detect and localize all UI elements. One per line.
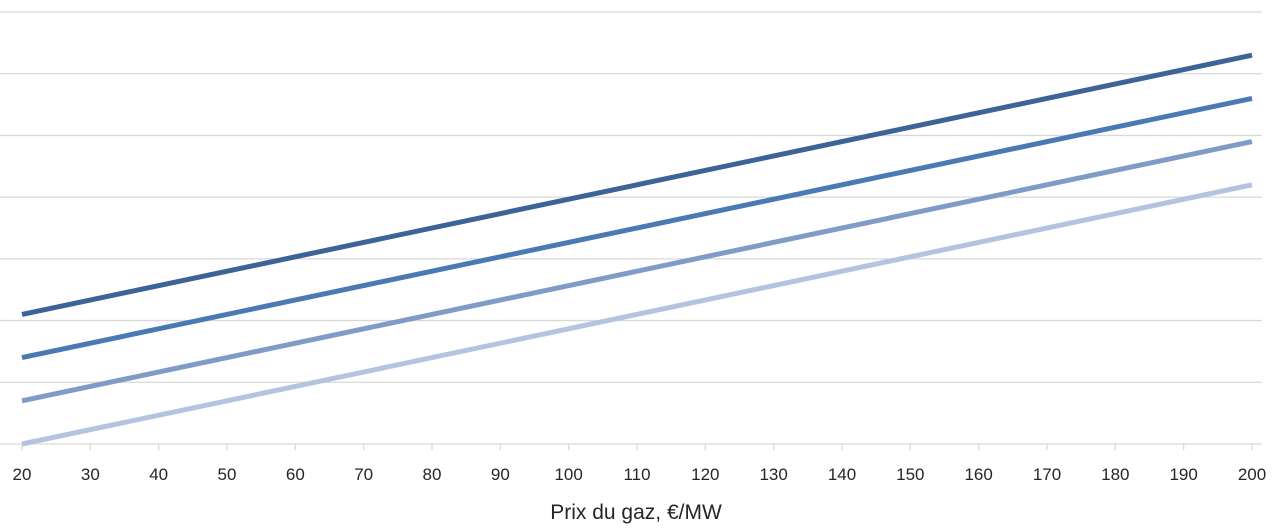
x-tick-label: 30 [81, 465, 100, 484]
x-tick-label: 180 [1101, 465, 1129, 484]
x-tick-label: 50 [218, 465, 237, 484]
x-axis-title: Prix du gaz, €/MW [550, 501, 722, 524]
x-tick-label: 170 [1033, 465, 1061, 484]
x-tick-label: 80 [423, 465, 442, 484]
x-tick-label: 200 [1238, 465, 1266, 484]
x-tick-label: 90 [491, 465, 510, 484]
series-line-1 [21, 52, 1253, 317]
series-line-2 [21, 95, 1253, 361]
x-tick-label: 160 [964, 465, 992, 484]
x-tick-label: 60 [286, 465, 305, 484]
x-tick-label: 150 [896, 465, 924, 484]
x-axis: 20 30 40 50 60 70 80 90 100 110 120 130 140 150 160 170… [0, 443, 1266, 484]
series-line-3 [21, 139, 1253, 404]
x-tick-label: 40 [149, 465, 168, 484]
x-tick-label: 140 [828, 465, 856, 484]
x-tick-label: 100 [554, 465, 582, 484]
x-tick-label: 190 [1169, 465, 1197, 484]
x-tick-label: 20 [13, 465, 32, 484]
x-tick-label: 70 [354, 465, 373, 484]
x-tick-label: 110 [623, 465, 650, 484]
gridlines [0, 11, 1262, 383]
series-lines [21, 52, 1253, 447]
series-line-4 [21, 182, 1253, 447]
x-tick-label: 130 [759, 465, 787, 484]
x-tick-label: 120 [691, 465, 719, 484]
